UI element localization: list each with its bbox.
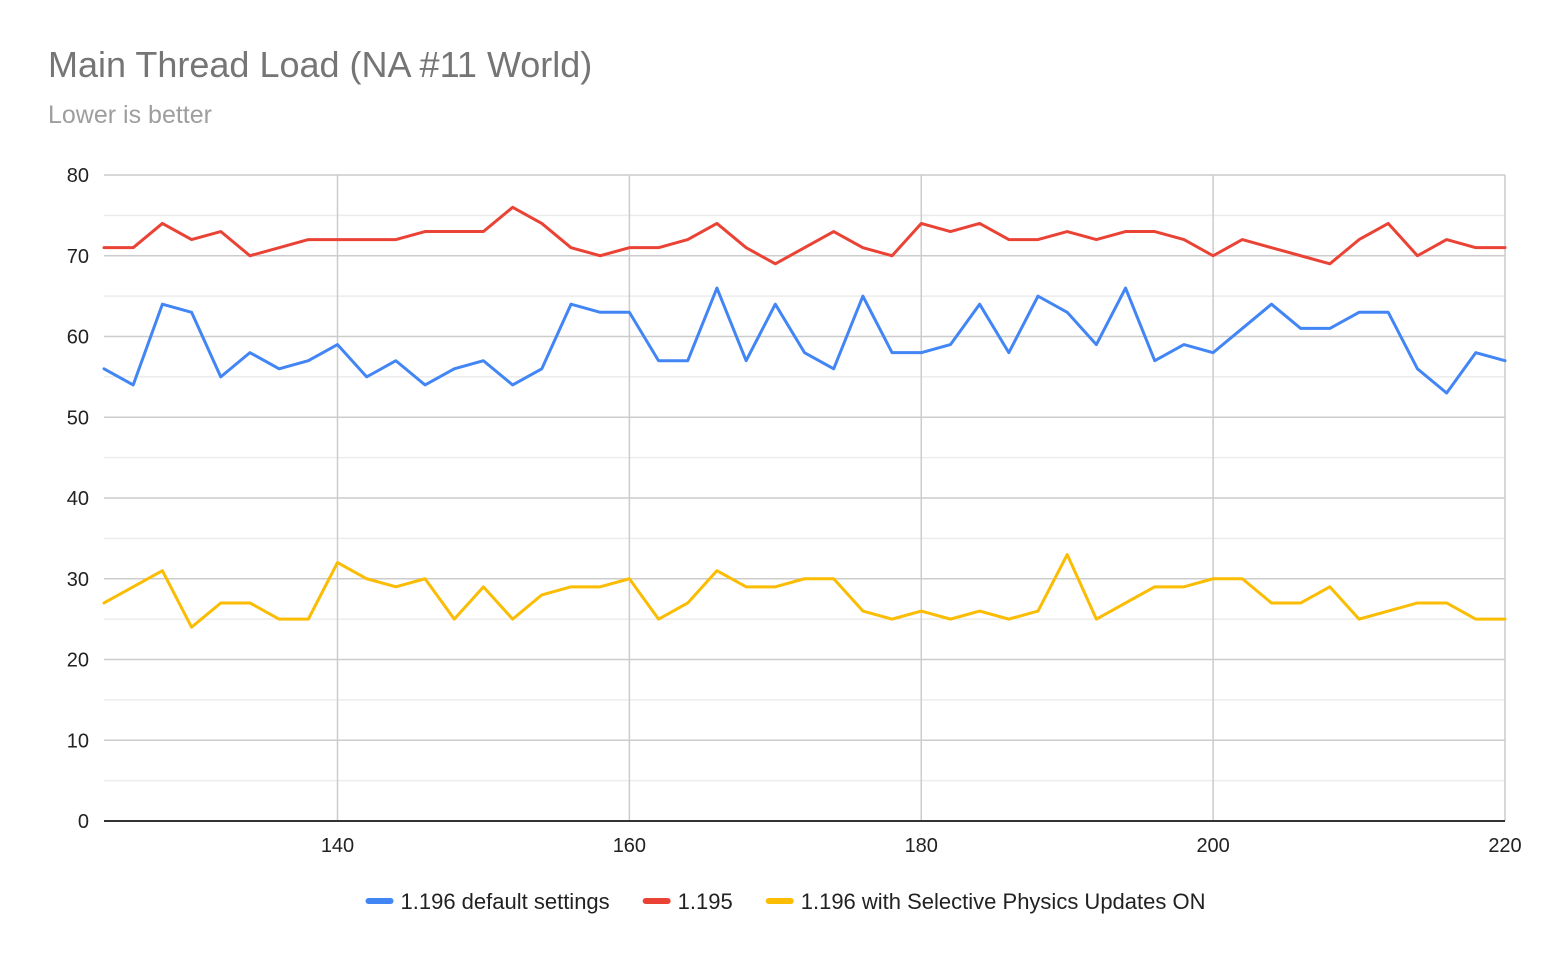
y-tick-label: 10 xyxy=(67,730,89,752)
x-tick-label: 200 xyxy=(1196,835,1229,857)
grid-layer xyxy=(104,174,1506,821)
y-tick-label: 30 xyxy=(67,569,89,591)
y-tick-label: 20 xyxy=(67,650,89,672)
y-tick-label: 80 xyxy=(67,165,89,187)
chart-title: Main Thread Load (NA #11 World) xyxy=(48,44,593,85)
y-tick-label: 40 xyxy=(67,488,89,510)
x-tick-label: 180 xyxy=(905,835,938,857)
axis-layer: 0 10 20 30 40 50 60 70 80 140 160 180 200 220 xyxy=(67,165,1522,857)
y-tick-label: 50 xyxy=(67,407,89,429)
x-tick-label: 160 xyxy=(613,835,646,857)
series-layer xyxy=(102,205,1507,629)
chart-subtitle: Lower is better xyxy=(48,101,212,129)
y-tick-label: 0 xyxy=(78,811,89,833)
legend-label-2: 1.195 xyxy=(678,889,733,914)
legend-label-1: 1.196 default settings xyxy=(401,889,610,914)
y-tick-label: 60 xyxy=(67,327,89,349)
y-tick-label: 70 xyxy=(67,246,89,268)
x-tick-label: 220 xyxy=(1488,835,1521,857)
legend-label-3: 1.196 with Selective Physics Updates ON xyxy=(801,889,1206,914)
series-line-3 xyxy=(102,553,1507,629)
x-tick-label: 140 xyxy=(321,835,354,857)
legend-layer: 1.196 default settings 1.195 1.196 with Se… xyxy=(365,889,1206,914)
